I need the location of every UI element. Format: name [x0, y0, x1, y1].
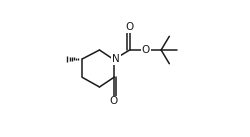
Text: O: O — [109, 96, 118, 106]
Text: O: O — [141, 45, 149, 55]
Text: O: O — [125, 22, 133, 32]
Text: N: N — [112, 54, 119, 64]
